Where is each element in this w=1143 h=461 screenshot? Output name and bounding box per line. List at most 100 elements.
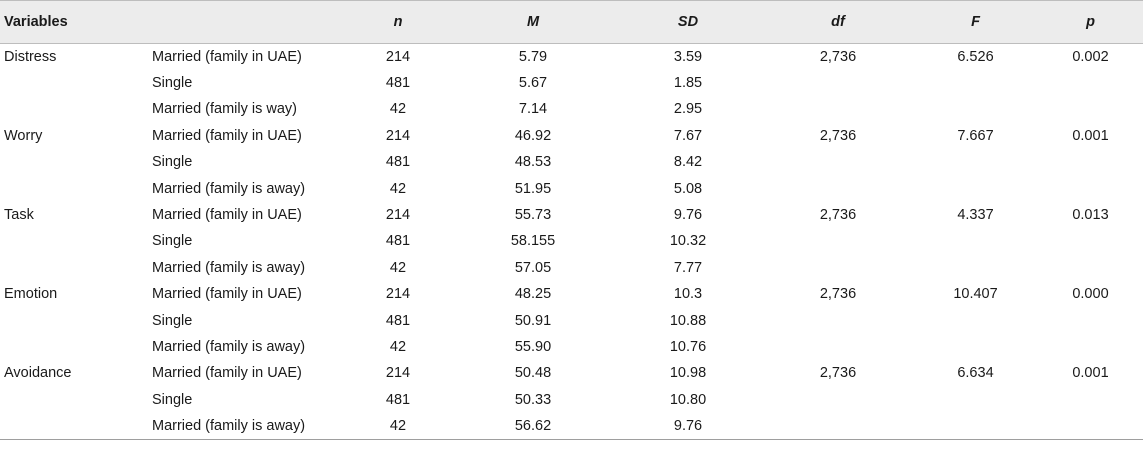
table-row: Worry Married (family in UAE) 214 46.92 7.67…: [0, 123, 1143, 149]
cell-group: Single: [152, 233, 193, 250]
table-row: Emotion Married (family in UAE) 214 48.25 10…: [0, 281, 1143, 307]
cell-mean: 5.67: [518, 75, 548, 92]
cell-group: Married (family is away): [152, 180, 306, 197]
cell-mean: 50.91: [514, 312, 552, 329]
cell-n: 42: [343, 412, 453, 440]
cell-df: [763, 96, 913, 122]
cell-sd: 7.77: [673, 259, 703, 276]
cell-sd: 5.08: [673, 180, 703, 197]
cell-n: 481: [385, 154, 411, 171]
cell-df: [763, 255, 913, 281]
cell-p: [1038, 255, 1143, 281]
table-row: Married (family is away) 42 51.95 5.08: [0, 175, 1143, 201]
cell-p: 0.013: [1072, 207, 1109, 224]
cell-mean: 55.73: [514, 207, 552, 224]
cell-f: [913, 334, 1038, 360]
cell-n: 42: [389, 180, 407, 197]
anova-results-table: Variables n M SD df F p η2 Distress Marri…: [0, 0, 1143, 440]
cell-df: 2,736: [819, 286, 857, 303]
cell-df: 2,736: [819, 48, 857, 65]
cell-group: Married (family is away): [152, 338, 306, 355]
cell-variable: Distress: [4, 48, 57, 65]
cell-f: 4.337: [957, 207, 994, 224]
cell-group: Single: [152, 75, 193, 92]
cell-f: [913, 387, 1038, 413]
cell-variable: [0, 255, 148, 281]
cell-variable: Emotion: [4, 286, 58, 303]
cell-mean: 46.92: [514, 127, 552, 144]
cell-group: Single: [152, 154, 193, 171]
cell-p: 0.002: [1072, 48, 1109, 65]
cell-mean: 50.33: [514, 391, 552, 408]
cell-sd: 10.76: [669, 338, 707, 355]
table-row: Distress Married (family in UAE) 214 5.79 3.…: [0, 44, 1143, 70]
cell-group: Married (family is away): [148, 412, 343, 440]
cell-p: [1038, 228, 1143, 254]
table-row: Single 481 50.33 10.80: [0, 387, 1143, 413]
cell-f: [913, 228, 1038, 254]
cell-df: 2,736: [819, 365, 857, 382]
table-row: Single 481 48.53 8.42: [0, 149, 1143, 175]
cell-p: [1038, 387, 1143, 413]
cell-p: 0.000: [1072, 286, 1109, 303]
table-row: Single 481 58.155 10.32: [0, 228, 1143, 254]
cell-mean: 57.05: [514, 259, 552, 276]
cell-sd: 10.88: [669, 312, 707, 329]
table-body: Distress Married (family in UAE) 214 5.79 3.…: [0, 44, 1143, 440]
cell-group: Married (family in UAE): [152, 48, 302, 65]
cell-n: 481: [385, 75, 411, 92]
cell-variable: [0, 412, 148, 440]
cell-sd: 1.85: [673, 75, 703, 92]
cell-sd: 2.95: [673, 101, 703, 118]
cell-mean: 48.25: [514, 286, 552, 303]
table-header: Variables n M SD df F p η2: [0, 0, 1143, 44]
table-row: Single 481 50.91 10.88: [0, 307, 1143, 333]
cell-p: 0.001: [1072, 365, 1109, 382]
cell-p: [1038, 149, 1143, 175]
cell-sd: 10.98: [669, 365, 707, 382]
cell-df: [763, 175, 913, 201]
cell-p: 0.001: [1072, 127, 1109, 144]
cell-p: [1038, 70, 1143, 96]
cell-p: [1038, 334, 1143, 360]
cell-variable: Task: [4, 207, 34, 224]
cell-df: [763, 412, 913, 440]
cell-mean: 5.79: [518, 48, 548, 65]
cell-group: Married (family in UAE): [152, 207, 302, 224]
cell-df: [763, 387, 913, 413]
cell-sd: 10.32: [669, 233, 707, 250]
cell-variable: [0, 149, 148, 175]
cell-variable: [0, 334, 148, 360]
cell-df: [763, 307, 913, 333]
cell-n: 42: [389, 338, 407, 355]
table-row: Single 481 5.67 1.85: [0, 70, 1143, 96]
header-f: F: [913, 0, 1038, 44]
cell-variable: [0, 307, 148, 333]
cell-df: [763, 149, 913, 175]
cell-f: [913, 412, 1038, 440]
cell-n: 214: [385, 286, 411, 303]
cell-variable: [0, 175, 148, 201]
cell-sd: 8.42: [673, 154, 703, 171]
cell-group: Married (family is away): [152, 259, 306, 276]
cell-n: 481: [385, 233, 411, 250]
cell-n: 42: [389, 101, 407, 118]
cell-group: Married (family in UAE): [152, 365, 302, 382]
cell-p: [1038, 175, 1143, 201]
cell-mean: 58.155: [510, 233, 556, 250]
cell-n: 214: [385, 207, 411, 224]
cell-group: Married (family in UAE): [152, 127, 302, 144]
cell-n: 214: [385, 48, 411, 65]
cell-df: 2,736: [819, 207, 857, 224]
cell-df: 2,736: [819, 127, 857, 144]
cell-f: 6.526: [957, 48, 994, 65]
table-row: Married (family is away) 42 57.05 7.77: [0, 255, 1143, 281]
header-df: df: [763, 0, 913, 44]
cell-mean: 51.95: [514, 180, 552, 197]
cell-mean: 56.62: [453, 412, 613, 440]
cell-f: [913, 70, 1038, 96]
cell-f: [913, 175, 1038, 201]
cell-sd: 7.67: [673, 127, 703, 144]
cell-f: [913, 96, 1038, 122]
